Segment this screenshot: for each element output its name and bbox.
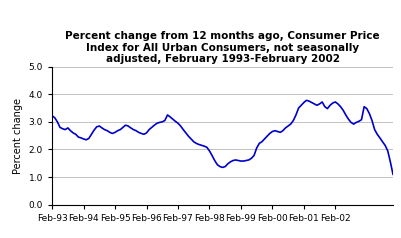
- Title: Percent change from 12 months ago, Consumer Price
Index for All Urban Consumers,: Percent change from 12 months ago, Consu…: [65, 31, 380, 64]
- Y-axis label: Percent change: Percent change: [13, 98, 23, 174]
